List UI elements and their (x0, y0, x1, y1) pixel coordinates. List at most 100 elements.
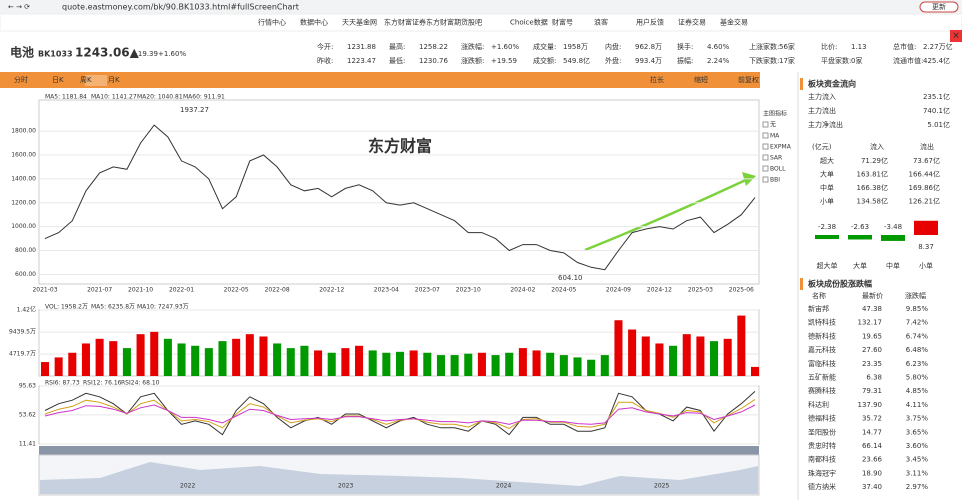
stock-cell[interactable]: 德福科技 (808, 414, 836, 423)
nav-item[interactable]: 用户反馈 (636, 18, 664, 27)
volume-bar (204, 348, 213, 376)
nav-item[interactable]: 浪客 (594, 18, 608, 27)
stat-value: 1258.22 (419, 43, 448, 51)
trend-arrow (584, 176, 751, 252)
update-button[interactable] (919, 1, 959, 13)
option-box[interactable] (762, 176, 769, 183)
stock-cell[interactable]: 德方纳米 (808, 482, 836, 491)
close-x[interactable]: ✕ (952, 32, 960, 42)
stock-cell[interactable]: 五矿新能 (808, 373, 836, 382)
stock-cell: 4.85% (906, 387, 929, 395)
close-button[interactable] (950, 30, 962, 42)
nav-item[interactable]: 数据中心 (300, 18, 328, 27)
flow-bar (815, 235, 839, 240)
nav-item[interactable]: 证券交易 (678, 18, 706, 27)
option-box[interactable] (762, 121, 769, 128)
line (44, 398, 756, 429)
flow-bar-label: -2.38 (818, 223, 836, 231)
volume-bar (600, 355, 609, 376)
flow-bar-label: 8.37 (918, 243, 934, 251)
navigator-area (40, 462, 758, 494)
stat-label: 内盘: (605, 42, 621, 51)
side-option[interactable]: EXPMA (770, 144, 792, 151)
tab[interactable]: 日K (52, 76, 64, 84)
legend-item: RSI12: 76.16 (83, 380, 122, 387)
nav-item[interactable]: 天天基金网 (342, 18, 377, 27)
flow-bar-label: -2.63 (851, 223, 869, 231)
y-tick-label: 9439.5万 (9, 329, 36, 336)
y-tick-label: 800.00 (15, 247, 36, 254)
stat-value: 0家 (851, 56, 862, 65)
nav-item[interactable]: 财富号 (552, 18, 573, 27)
option-box[interactable] (762, 165, 769, 172)
line (44, 391, 756, 436)
x-tick-label: 2024-12 (647, 287, 672, 294)
stock-cell[interactable]: 德新科技 (808, 331, 836, 340)
tool[interactable]: 拉长 (650, 75, 664, 84)
volume-bar (532, 350, 541, 376)
stock-cell[interactable]: 富临科技 (808, 359, 836, 368)
stocks-title: 板块成份股涨跌幅 (808, 279, 872, 289)
stock-cell[interactable]: 嘉元科技 (808, 345, 836, 354)
tab[interactable]: 周K (80, 76, 92, 84)
tab[interactable]: 分时 (14, 75, 28, 84)
stat-value: 993.4万 (635, 57, 662, 65)
nav-item[interactable]: 东方财富证券 (384, 18, 426, 27)
stock-cell[interactable]: 南都科技 (808, 455, 836, 464)
legend-item: MA10: 7247.93万 (137, 304, 189, 311)
stat-value: 1230.76 (419, 57, 448, 65)
tab-active[interactable] (85, 75, 107, 86)
nav-item[interactable]: 基金交易 (720, 18, 748, 27)
update-text[interactable]: 更新 (932, 2, 946, 11)
legend-item: VOL: 1958.2万 (45, 304, 88, 311)
stock-cell[interactable]: 新宙邦 (808, 304, 829, 313)
stat-value: 1.13 (851, 43, 867, 51)
volume-bar (191, 345, 200, 376)
y-tick-label: 600.00 (15, 271, 36, 278)
stock-cell[interactable]: 珠海冠宇 (808, 468, 836, 477)
side-option[interactable]: 无 (770, 122, 776, 129)
url[interactable]: quote.eastmoney.com/bk/90.BK1033.html#fu… (62, 3, 299, 12)
stock-cell: 47.38 (862, 305, 882, 313)
volume-bar (450, 355, 459, 376)
stock-cell: 35.72 (862, 415, 882, 423)
nav-item[interactable]: 东方财富期货 (426, 18, 468, 27)
stock-cell[interactable]: 凯特科技 (808, 318, 836, 327)
stock-cell: 6.38 (866, 374, 882, 382)
flow-title: 板块资金流向 (808, 79, 856, 89)
option-box[interactable] (762, 132, 769, 139)
stock-cell[interactable]: 圣阳股份 (808, 427, 836, 436)
side-option[interactable]: MA (770, 133, 780, 140)
stock-price: 1243.06▲ (75, 46, 140, 60)
x-tick-label: 2024-02 (510, 287, 535, 294)
y-tick-label: 11.41 (19, 441, 36, 448)
volume-bar (40, 362, 50, 376)
legend-item: MA5: 1181.84 (45, 94, 87, 101)
nav-item[interactable]: Choice数据 (510, 18, 548, 27)
flow-bar-category: 大单 (853, 261, 867, 270)
side-option[interactable]: SAR (770, 155, 782, 162)
stock-cell[interactable]: 贵忠时特 (808, 441, 836, 450)
stat-label: 振幅: (677, 56, 693, 65)
side-option[interactable]: BOLL (770, 166, 786, 173)
option-box[interactable] (762, 143, 769, 150)
nav-item[interactable]: 股吧 (468, 19, 482, 27)
watermark: 东方财富 (368, 137, 432, 156)
tool[interactable]: 前复权 (738, 75, 759, 84)
stock-cell[interactable]: 科达利 (808, 400, 829, 409)
stock-cell: 3.11% (906, 469, 929, 477)
volume-bar (682, 334, 691, 376)
nav-item[interactable]: 行情中心 (258, 18, 286, 27)
stock-cell: 137.90 (858, 401, 883, 409)
stock-cell[interactable]: 赛腾科技 (808, 386, 836, 395)
flow-cell: 大单 (820, 170, 834, 179)
volume-bar (300, 345, 309, 376)
tab[interactable]: 月K (108, 76, 120, 84)
option-box[interactable] (762, 154, 769, 161)
side-option[interactable]: 主图指标 (763, 110, 787, 118)
side-option[interactable]: BBI (770, 177, 780, 184)
tool[interactable]: 缩短 (694, 75, 708, 84)
volume-bar (573, 357, 582, 376)
stat-value: +1.60% (491, 43, 519, 51)
stock-cell: 66.14 (862, 442, 883, 450)
